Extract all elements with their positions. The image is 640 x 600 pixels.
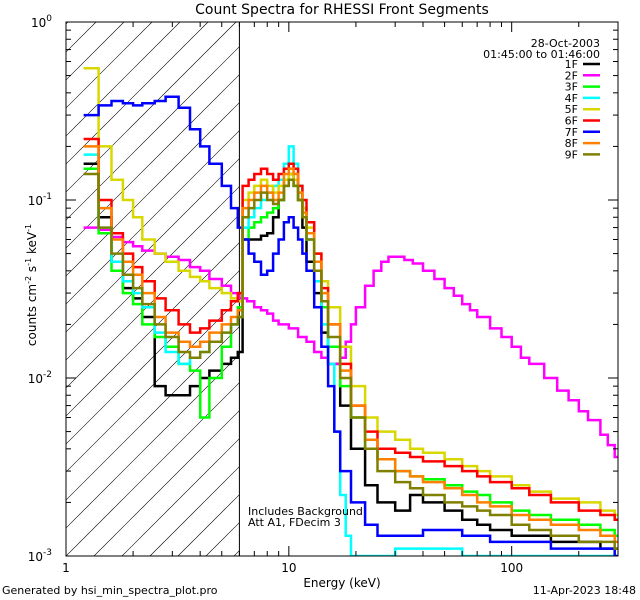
y-tick-exponent: -2: [43, 370, 52, 380]
annotation-attenuator: Att A1, FDecim 3: [248, 516, 341, 529]
y-tick-label: 10-2: [28, 370, 52, 386]
hatch-line: [430, 22, 640, 556]
x-tick-label: 1: [62, 561, 70, 575]
y-label-part: counts cm: [25, 284, 39, 346]
hatch-line: [66, 298, 240, 473]
hatch-line: [542, 22, 640, 556]
y-tick-exponent: 0: [46, 14, 52, 24]
series-line-6f: [83, 137, 618, 521]
legend-label-9f: 9F: [565, 148, 578, 161]
hatch-line: [598, 22, 640, 556]
hatch-line: [93, 410, 240, 556]
x-axis-label: Energy (keV): [303, 576, 380, 590]
y-tick-label: 10-1: [28, 192, 52, 208]
hatch-line: [570, 22, 640, 556]
hatch-line: [66, 22, 97, 53]
hatch-line: [66, 46, 240, 221]
legend-label-5f: 5F: [565, 103, 578, 116]
hatch-line: [121, 438, 240, 556]
time-range-label: 01:45:00 to 01:46:00: [483, 48, 600, 61]
hatch-line: [66, 354, 240, 529]
hatch-line: [402, 22, 640, 556]
legend-label-6f: 6F: [565, 115, 578, 128]
legend-label-8f: 8F: [565, 137, 578, 150]
footer-generated-by: Generated by hsi_min_spectra_plot.pro: [2, 584, 218, 597]
y-tick-label: 10-3: [28, 548, 52, 564]
series-line-2f: [83, 226, 618, 459]
y-label-part: keV: [25, 231, 39, 258]
hatch-line: [66, 382, 240, 556]
legend-label-4f: 4F: [565, 92, 578, 105]
hatch-line: [66, 22, 209, 165]
y-label-exp: -1: [24, 258, 33, 266]
hatch-line: [66, 22, 237, 193]
y-label-exp: -1: [24, 224, 33, 232]
hatch-line: [66, 242, 240, 417]
y-tick-label: 100: [31, 14, 52, 30]
annotation-background: Includes Background: [248, 505, 363, 518]
x-tick-label: 10: [281, 561, 296, 575]
series-line-7f: [83, 95, 618, 556]
hatch-line: [66, 22, 125, 81]
series-lines: [83, 66, 618, 556]
legend-label-3f: 3F: [565, 81, 578, 94]
hatch-line: [626, 22, 640, 556]
hatch-line: [66, 326, 240, 501]
y-axis-label: counts cm-2 s-1 keV-1: [24, 224, 39, 346]
hatch-line: [66, 214, 240, 389]
x-tick-label: 100: [500, 561, 523, 575]
date-label: 28-Oct-2003: [531, 37, 600, 50]
y-label-exp: -2: [24, 276, 33, 284]
legend-label-1f: 1F: [565, 58, 578, 71]
hatch-line: [66, 158, 240, 333]
hatch-line: [66, 74, 240, 249]
x-axis-ticks: 1 10 100: [62, 22, 619, 575]
hatch-line: [66, 130, 240, 305]
series-line-5f: [83, 66, 618, 517]
series-line-9f: [83, 172, 618, 550]
hatch-line: [66, 22, 181, 137]
chart-title: Count Spectra for RHESSI Front Segments: [195, 2, 489, 18]
background-hatched-region: [66, 22, 640, 556]
hatch-line: [233, 550, 240, 556]
hatch-line: [66, 102, 240, 277]
y-axis-ticks: 100 10-1 10-2 10-3: [28, 14, 618, 564]
hatch-line: [290, 22, 640, 556]
legend-label-7f: 7F: [565, 126, 578, 139]
y-label-part: s: [25, 266, 39, 276]
footer-date: 11-Apr-2023 18:48: [533, 584, 636, 597]
y-tick-exponent: -3: [43, 548, 52, 558]
legend-label-2f: 2F: [565, 69, 578, 82]
plot-frame: [65, 21, 619, 557]
y-tick-exponent: -1: [43, 192, 52, 202]
